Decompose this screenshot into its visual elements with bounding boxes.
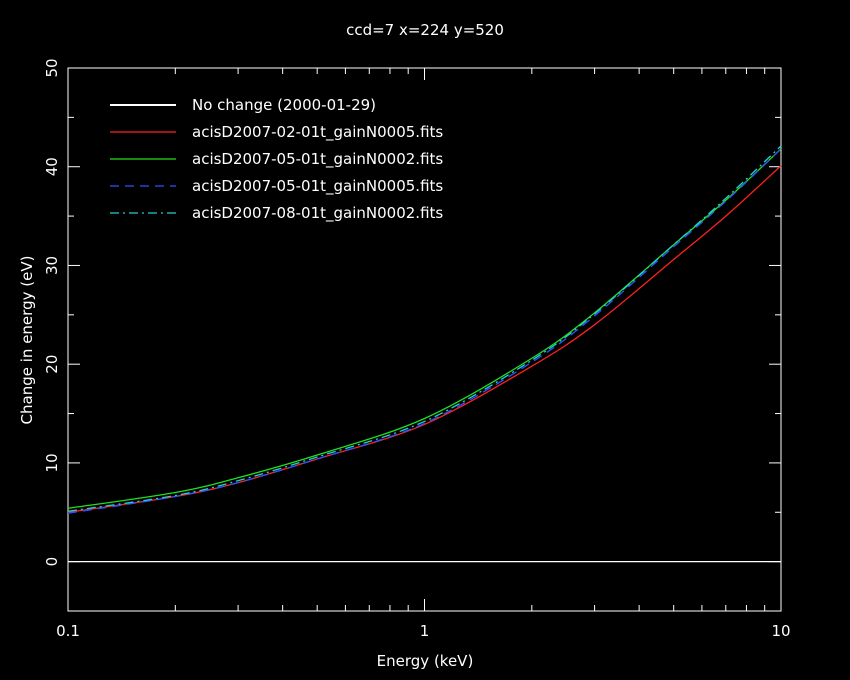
legend-entry-label: acisD2007-08-01t_gainN0002.fits [192, 204, 443, 223]
series-lines [67, 145, 782, 563]
y-tick-label: 0 [43, 557, 61, 567]
y-tick-labels: 0 10 20 30 40 50 [43, 58, 61, 566]
series-line-4 [67, 145, 782, 512]
y-tick-label: 10 [43, 453, 61, 472]
y-tick-label: 50 [43, 58, 61, 77]
series-line-2 [67, 148, 782, 509]
x-tick-label: 1 [420, 622, 430, 640]
y-tick-label: 20 [43, 355, 61, 374]
x-axis-label: Energy (keV) [377, 652, 474, 670]
legend-entry-label: No change (2000-01-29) [192, 96, 376, 114]
x-tick-label: 10 [771, 622, 790, 640]
legend: No change (2000-01-29) acisD2007-02-01t_g… [110, 96, 443, 223]
y-tick-label: 40 [43, 157, 61, 176]
series-line-3 [67, 148, 782, 514]
y-tick-label: 30 [43, 256, 61, 275]
legend-entry-label: acisD2007-02-01t_gainN0005.fits [192, 123, 443, 142]
y-axis-label: Change in energy (eV) [18, 256, 36, 425]
minor-ticks [68, 68, 781, 612]
x-tick-labels: 0.1 1 10 [56, 622, 790, 640]
chart-title: ccd=7 x=224 y=520 [346, 21, 504, 39]
legend-entry-label: acisD2007-05-01t_gainN0002.fits [192, 150, 443, 169]
x-tick-label: 0.1 [56, 622, 80, 640]
legend-entry-label: acisD2007-05-01t_gainN0005.fits [192, 177, 443, 196]
